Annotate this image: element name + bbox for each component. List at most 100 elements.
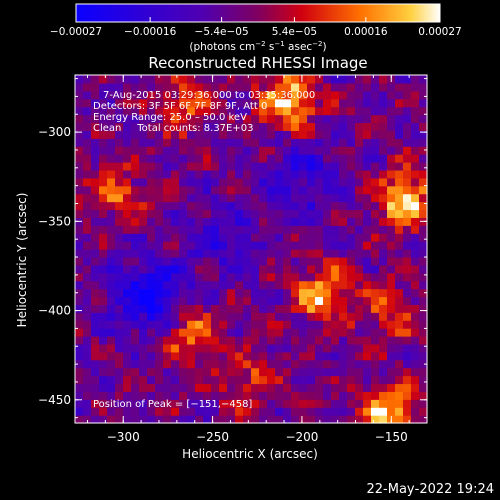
heatmap-cell [115, 114, 124, 124]
heatmap-cell [211, 138, 220, 147]
heatmap-cell [379, 225, 388, 234]
heatmap-cell [115, 201, 124, 211]
heatmap-cell [219, 288, 228, 298]
heatmap-cell [187, 407, 196, 416]
heatmap-cell [91, 209, 100, 218]
heatmap-cell [395, 359, 404, 369]
heatmap-cell [363, 359, 372, 369]
heatmap-cell [275, 359, 284, 369]
heatmap-cell [355, 407, 364, 416]
heatmap-cell [299, 130, 308, 139]
heatmap-cell [419, 312, 428, 321]
heatmap-cell [227, 114, 236, 124]
heatmap-cell [75, 375, 84, 385]
heatmap-cell [131, 90, 140, 100]
heatmap-cell [419, 122, 428, 131]
heatmap-cell [75, 280, 84, 290]
heatmap-cell [411, 162, 420, 171]
heatmap-cell [339, 82, 348, 92]
heatmap-cell [115, 296, 124, 305]
heatmap-cell [251, 359, 260, 369]
heatmap-cell [147, 399, 156, 408]
heatmap-cell [379, 407, 388, 416]
heatmap-cell [347, 272, 356, 282]
heatmap-cell [371, 272, 380, 282]
heatmap-cell [371, 280, 380, 290]
heatmap-cell [99, 233, 108, 242]
heatmap-cell [267, 241, 276, 250]
heatmap-cell [131, 209, 140, 218]
heatmap-cell [379, 249, 388, 258]
heatmap-cell [403, 193, 412, 203]
heatmap-cell [387, 296, 396, 305]
heatmap-cell [363, 296, 372, 305]
heatmap-cell [203, 138, 212, 147]
heatmap-cell [371, 146, 380, 155]
heatmap-cell [75, 256, 84, 266]
heatmap-cell [139, 154, 148, 163]
heatmap-cell [75, 343, 84, 353]
heatmap-cell [275, 320, 284, 329]
heatmap-cell [283, 264, 292, 274]
heatmap-cell [91, 177, 100, 187]
heatmap-cell [299, 312, 308, 321]
heatmap-cell [323, 114, 332, 124]
heatmap-cell [179, 209, 188, 218]
heatmap-cell [403, 130, 412, 139]
heatmap-cell [227, 225, 236, 234]
heatmap-cell [75, 288, 84, 298]
heatmap-cell [387, 201, 396, 211]
heatmap-cell [307, 415, 316, 424]
heatmap-cell [147, 272, 156, 282]
heatmap-cell [355, 336, 364, 345]
heatmap-cell [227, 351, 236, 361]
heatmap-cell [363, 217, 372, 226]
x-tick-label: −200 [285, 430, 318, 444]
heatmap-cell [275, 375, 284, 385]
heatmap-cell [83, 193, 92, 203]
heatmap-cell [267, 98, 276, 108]
heatmap-cell [355, 249, 364, 258]
y-tick-label: −450 [38, 393, 71, 407]
heatmap-cell [171, 193, 180, 203]
heatmap-cell [99, 391, 108, 400]
heatmap-cell [291, 98, 300, 108]
heatmap-cell [179, 328, 188, 337]
heatmap-cell [211, 312, 220, 321]
heatmap-cell [155, 280, 164, 290]
heatmap-cell [195, 209, 204, 218]
heatmap-cell [211, 383, 220, 392]
heatmap-cell [171, 225, 180, 234]
heatmap-cell [411, 336, 420, 345]
heatmap-cell [75, 249, 84, 258]
heatmap-cell [299, 169, 308, 179]
heatmap-cell [155, 359, 164, 369]
heatmap-cell [203, 415, 212, 424]
heatmap-cell [331, 320, 340, 329]
heatmap-cell [123, 391, 132, 400]
heatmap-cell [139, 146, 148, 155]
heatmap-cell [187, 209, 196, 218]
heatmap-cell [219, 169, 228, 179]
heatmap-cell [75, 177, 84, 187]
heatmap-cell [251, 241, 260, 250]
heatmap-cell [379, 98, 388, 108]
heatmap-cell [307, 82, 316, 92]
heatmap-cell [307, 343, 316, 353]
heatmap-cell [179, 351, 188, 361]
heatmap-cell [203, 336, 212, 345]
heatmap-cell [235, 122, 244, 131]
heatmap-cell [371, 154, 380, 163]
heatmap-cell [315, 82, 324, 92]
heatmap-cell [235, 90, 244, 100]
heatmap-cell [403, 367, 412, 377]
heatmap-cell [419, 415, 428, 424]
heatmap-cell [283, 122, 292, 131]
heatmap-cell [91, 138, 100, 147]
heatmap-cell [219, 201, 228, 211]
heatmap-cell [155, 407, 164, 416]
heatmap-cell [99, 90, 108, 100]
heatmap-cell [355, 154, 364, 163]
heatmap-cell [395, 233, 404, 242]
heatmap-cell [75, 154, 84, 163]
